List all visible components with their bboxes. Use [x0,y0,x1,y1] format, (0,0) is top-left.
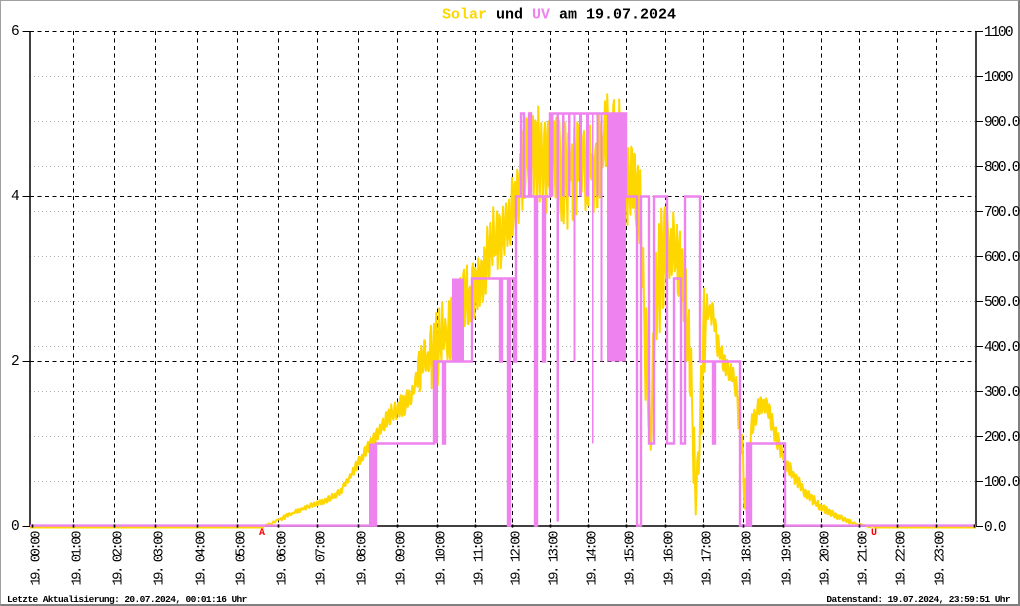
svg-text:19. 08:00: 19. 08:00 [355,531,371,586]
svg-text:19. 03:00: 19. 03:00 [152,531,168,586]
svg-text:19. 19:00: 19. 19:00 [780,531,796,586]
svg-text:19. 22:00: 19. 22:00 [894,531,910,586]
svg-text:700.0: 700.0 [984,205,1020,221]
svg-text:19. 14:00: 19. 14:00 [585,531,601,586]
svg-text:19. 23:00: 19. 23:00 [933,531,949,586]
svg-text:Letzte Aktualisierung: 20.07.2: Letzte Aktualisierung: 20.07.2024, 00:01… [7,594,248,605]
svg-text:A: A [259,528,265,539]
svg-text:19. 10:00: 19. 10:00 [434,531,450,586]
svg-text:100.0: 100.0 [984,475,1020,491]
svg-text:400.0: 400.0 [984,340,1020,356]
svg-text:19. 04:00: 19. 04:00 [194,531,210,586]
svg-text:19. 20:00: 19. 20:00 [818,531,834,586]
svg-text:1000: 1000 [984,70,1013,86]
svg-text:19. 00:00: 19. 00:00 [29,531,45,586]
svg-text:19. 13:00: 19. 13:00 [547,531,563,586]
svg-text:900.0: 900.0 [984,115,1020,131]
svg-text:19. 21:00: 19. 21:00 [856,531,872,586]
svg-text:2: 2 [11,354,19,370]
svg-text:19. 06:00: 19. 06:00 [275,531,291,586]
svg-text:U: U [871,528,877,539]
svg-text:19. 01:00: 19. 01:00 [70,531,86,586]
svg-text:Solar und UV am 19.07.2024: Solar und UV am 19.07.2024 [442,7,676,24]
svg-text:19. 18:00: 19. 18:00 [740,531,756,586]
svg-text:19. 02:00: 19. 02:00 [111,531,127,586]
svg-text:Datenstand: 19.07.2024, 23:59:: Datenstand: 19.07.2024, 23:59:51 Uhr [826,594,1011,605]
svg-text:600.0: 600.0 [984,250,1020,266]
svg-text:300.0: 300.0 [984,385,1020,401]
svg-text:19. 16:00: 19. 16:00 [662,531,678,586]
svg-text:19. 09:00: 19. 09:00 [394,531,410,586]
svg-text:6: 6 [11,24,19,40]
svg-text:19. 15:00: 19. 15:00 [623,531,639,586]
svg-text:500.0: 500.0 [984,295,1020,311]
svg-text:19. 11:00: 19. 11:00 [472,531,488,586]
svg-text:4: 4 [11,189,19,205]
svg-text:200.0: 200.0 [984,430,1020,446]
svg-text:19. 05:00: 19. 05:00 [234,531,250,586]
svg-text:19. 07:00: 19. 07:00 [314,531,330,586]
svg-text:19. 12:00: 19. 12:00 [509,531,525,586]
svg-text:0: 0 [11,519,19,535]
svg-text:800.0: 800.0 [984,160,1020,176]
svg-text:19. 17:00: 19. 17:00 [700,531,716,586]
svg-text:0.0: 0.0 [984,520,1006,536]
svg-text:1100: 1100 [984,25,1013,41]
